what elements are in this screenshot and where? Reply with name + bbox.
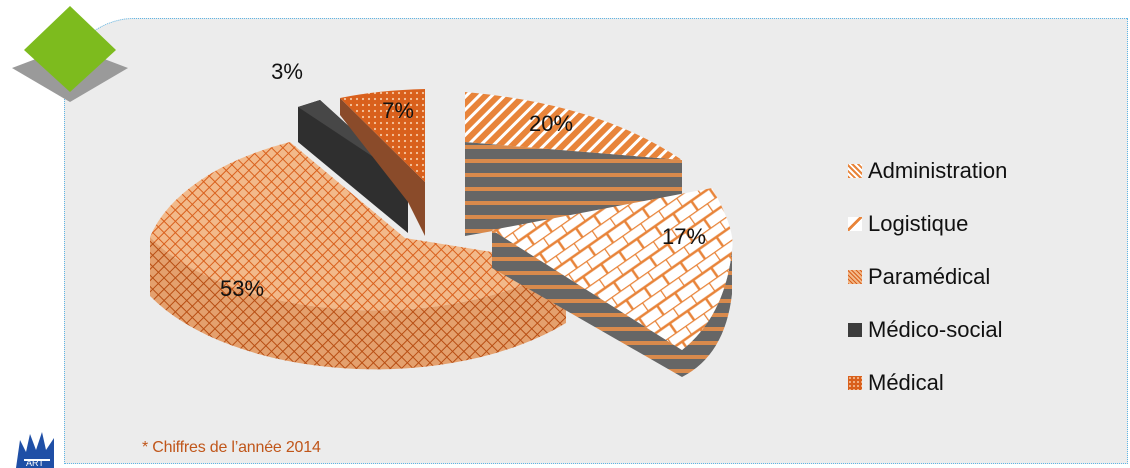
slice-label-1: 17% [662,224,706,249]
legend-swatch [848,216,862,231]
slice-label-2: 53% [220,276,264,301]
slice-label-4: 7% [382,98,414,123]
legend-item: Médico-social [848,303,1108,356]
slice-label-3: 3% [271,59,303,84]
legend-swatch [848,322,862,337]
legend-swatch [848,163,862,178]
legend-label: Administration [868,157,1008,183]
legend-item: Logistique [848,197,1108,250]
slice-medical [340,89,425,236]
slice-administration [465,92,682,236]
chart-legend: Administration Logistique Paramédical Médic… [848,144,1108,409]
legend-label: Médico-social [868,316,1003,342]
legend-swatch [848,375,862,390]
legend-label: Médical [868,369,944,395]
slice-label-0: 20% [529,111,573,136]
footnote: * Chiffres de l’année 2014 [142,439,321,456]
diamond-icon [12,6,128,102]
legend-label: Paramédical [868,263,991,289]
legend-item: Paramédical [848,250,1108,303]
logo-icon: ART [16,432,54,468]
slice-paramedical [150,142,566,370]
legend-swatch [848,269,862,284]
svg-text:ART: ART [26,458,44,468]
legend-item: Médical [848,356,1108,409]
legend-label: Logistique [868,210,969,236]
legend-item: Administration [848,144,1108,197]
slice-logistique [492,188,733,377]
